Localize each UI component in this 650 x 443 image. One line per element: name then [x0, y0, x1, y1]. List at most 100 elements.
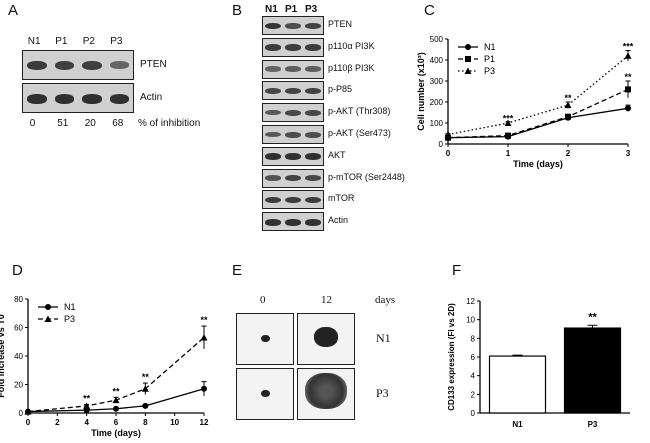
panel-e-letter: E [232, 262, 243, 279]
y-tick-label: 100 [430, 119, 444, 128]
significance-mark: *** [623, 42, 634, 52]
row-label: PTEN [328, 19, 353, 29]
panel-a-western-blot: N1 P1 P2 P3 PTEN Actin 0 51 20 68 % of inhibition [0, 0, 230, 140]
chart-c-growth-curve: 0 100 200 300 400 500 0 1 2 3 Time (days) Cell numb… [416, 35, 634, 169]
series-line [447, 88, 629, 139]
chart-d-fold-increase: 0 20 40 60 80 0 2 4 6 8 10 12 Time (days) Fold increa… [0, 295, 209, 438]
spheroid-image [236, 368, 294, 420]
y-tick-label: 40 [14, 352, 23, 361]
panel-d-letter: D [12, 262, 23, 279]
inhibition-label: % of inhibition [138, 118, 201, 129]
y-tick-label: 10 [466, 316, 475, 325]
data-point [24, 408, 32, 415]
spheroid [305, 373, 347, 409]
y-tick-label: 200 [430, 98, 444, 107]
data-point [504, 119, 512, 126]
blot-band [27, 61, 47, 71]
legend-label: N1 [64, 302, 76, 312]
blot-band [82, 61, 102, 71]
blot-band [265, 109, 281, 116]
days-label: days [375, 294, 396, 306]
timepoint-label: 12 [321, 294, 332, 306]
legend-marker [44, 315, 52, 322]
blot-band [305, 109, 321, 116]
spheroid [314, 327, 338, 348]
row-label: p110β PI3K [328, 62, 375, 73]
spheroid [260, 389, 270, 398]
y-tick-label: 6 [471, 353, 476, 362]
lane-label: N1 [265, 4, 278, 15]
row-label: N1 [376, 331, 391, 345]
data-point [112, 396, 120, 404]
timepoint-label: 0 [260, 294, 266, 306]
lane-label: N1 [27, 36, 41, 47]
blot-strip [262, 103, 324, 123]
y-tick-label: 400 [430, 56, 444, 65]
y-tick-label: 20 [14, 381, 23, 390]
legend-label: P3 [484, 66, 495, 76]
blot-band [285, 175, 301, 182]
blot-strip [262, 81, 324, 101]
data-point [625, 105, 631, 112]
spheroid [260, 334, 270, 343]
blot-band [82, 94, 102, 104]
x-tick-label: 2 [566, 149, 571, 158]
blot-band [54, 61, 74, 71]
lane-label: P3 [305, 4, 318, 15]
blot-band [109, 61, 129, 69]
row-label: p-AKT (Thr308) [328, 106, 391, 117]
blot-band [285, 131, 301, 138]
blot-band [285, 153, 301, 161]
inhibition-value: 20 [84, 118, 96, 129]
blot-strip [22, 83, 134, 113]
panel-f-letter: F [452, 262, 462, 279]
blot-band [305, 175, 321, 182]
legend-marker [465, 56, 471, 62]
y-tick-label: 4 [471, 372, 476, 381]
blot-band [265, 66, 281, 72]
x-tick-label: 2 [55, 418, 60, 427]
x-tick-label: P3 [588, 420, 598, 429]
x-tick-label: 1 [506, 149, 511, 158]
significance-mark: ** [564, 93, 572, 103]
data-point [142, 402, 149, 409]
y-tick-label: 0 [439, 140, 444, 149]
blot-band [285, 44, 301, 51]
y-tick-label: 60 [14, 324, 23, 333]
legend-label: P3 [64, 314, 75, 324]
chart-f-cd133-bars: 0 2 4 6 8 10 12 CD133 expression (FI vs 2D) N1 P3… [447, 297, 630, 429]
x-axis-label: Time (days) [91, 428, 141, 438]
significance-mark: ** [112, 386, 120, 396]
blot-band [305, 218, 321, 226]
blot-band [265, 196, 281, 204]
blot-band [305, 131, 321, 138]
blot-band [305, 87, 321, 95]
blot-band [285, 109, 301, 116]
row-label: PTEN [140, 59, 167, 70]
lane-label: P1 [55, 36, 68, 47]
x-tick-label: N1 [512, 420, 523, 429]
x-axis-label: Time (days) [513, 159, 563, 169]
significance-mark: ** [588, 311, 597, 323]
x-tick-label: 6 [114, 418, 119, 427]
y-axis-label: Cell number (x10³) [416, 52, 426, 131]
blot-band [265, 153, 281, 161]
lane-label: P1 [285, 4, 298, 15]
y-tick-label: 8 [471, 334, 476, 343]
blot-band [305, 196, 321, 204]
blot-band [285, 87, 301, 95]
spheroid-image [297, 313, 355, 365]
panel-a-letter: A [8, 2, 19, 19]
significance-mark: ** [142, 372, 150, 382]
blot-band [265, 22, 281, 30]
inhibition-value: 0 [29, 118, 36, 129]
row-label: p-AKT (Ser473) [328, 128, 391, 138]
lane-label: P2 [82, 36, 95, 47]
blot-band [265, 87, 281, 95]
data-point [564, 101, 572, 109]
row-label: Actin [328, 215, 349, 226]
bar [563, 327, 622, 414]
blot-strip [262, 212, 324, 232]
inhibition-value: 51 [57, 118, 69, 129]
x-tick-label: 12 [200, 418, 209, 427]
